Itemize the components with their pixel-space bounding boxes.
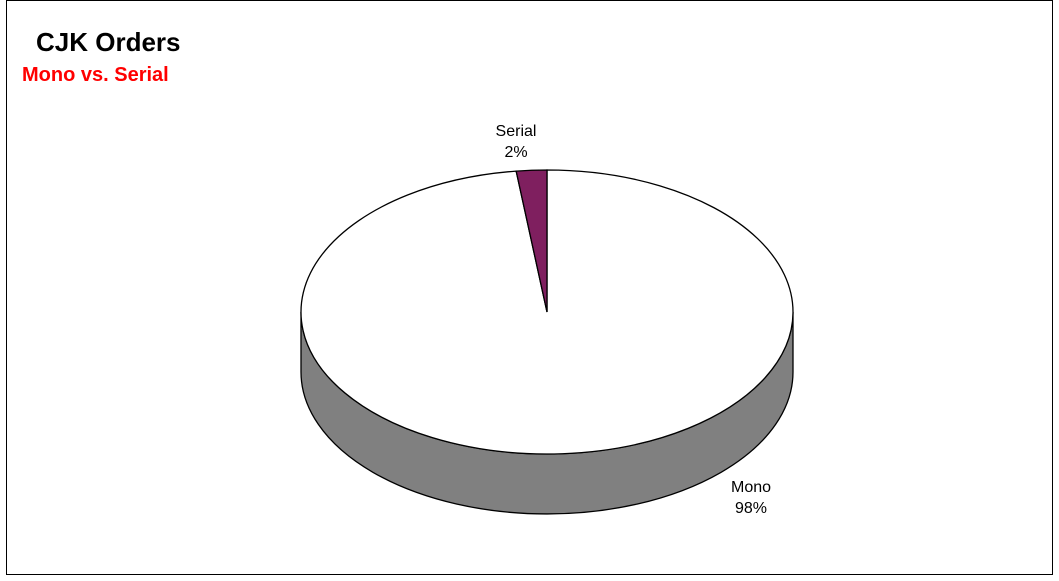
slice-percent-mono: 98% (735, 500, 767, 517)
slice-label-serial: Serial (496, 123, 537, 140)
slice-percent-serial: 2% (504, 144, 527, 161)
chart-subtitle: Mono vs. Serial (22, 64, 169, 86)
pie-labels-group: Serial 2% Mono 98% (496, 123, 772, 517)
slice-label-mono: Mono (731, 479, 771, 496)
pie-top-group (300, 169, 794, 455)
chart-title: CJK Orders (36, 27, 181, 57)
pie-slice-serial (515, 169, 548, 313)
